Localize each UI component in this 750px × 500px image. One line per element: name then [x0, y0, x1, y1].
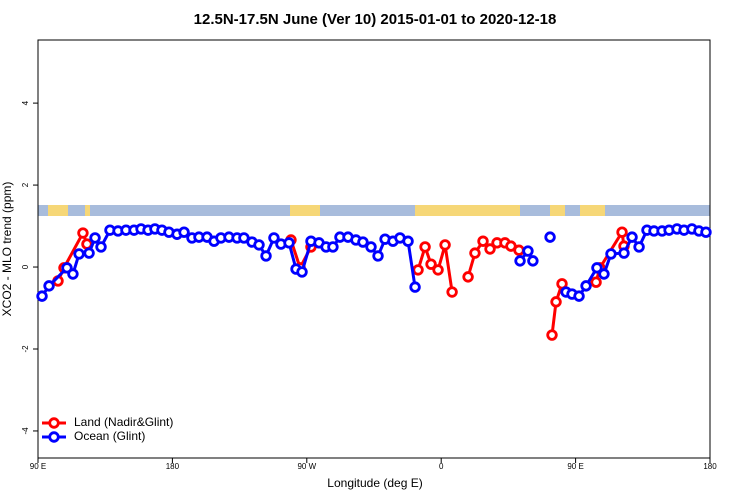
data-point	[89, 232, 101, 244]
data-point	[514, 255, 526, 267]
data-point	[618, 247, 630, 259]
y-tick-label: 0	[21, 264, 30, 269]
data-point	[372, 250, 384, 262]
x-tick-label: 180	[166, 462, 180, 471]
data-point	[513, 244, 525, 256]
plot-frame	[37, 39, 711, 459]
data-point	[590, 276, 602, 288]
data-point	[365, 241, 377, 253]
data-point	[446, 286, 458, 298]
legend-marker	[48, 417, 60, 429]
data-point	[462, 271, 474, 283]
x-tick-label: 90 E	[30, 462, 46, 471]
data-point	[477, 235, 489, 247]
data-point	[573, 290, 585, 302]
data-point	[626, 231, 638, 243]
data-point	[527, 255, 539, 267]
legend-marker	[48, 431, 60, 443]
x-tick-label: 0	[439, 462, 444, 471]
data-point	[591, 262, 603, 274]
data-point	[469, 247, 481, 259]
data-point	[580, 280, 592, 292]
data-point	[412, 264, 424, 276]
data-point	[77, 227, 89, 239]
data-point	[419, 241, 431, 253]
data-point	[633, 241, 645, 253]
data-point	[432, 264, 444, 276]
data-point	[283, 237, 295, 249]
data-point	[598, 268, 610, 280]
data-point	[95, 241, 107, 253]
data-point	[253, 239, 265, 251]
data-point	[178, 226, 190, 238]
y-tick-label: 2	[21, 182, 30, 187]
data-point	[296, 266, 308, 278]
data-point	[700, 226, 712, 238]
data-point	[327, 241, 339, 253]
y-axis-label: XCO2 - MLO trend (ppm)	[0, 182, 14, 317]
data-point	[83, 247, 95, 259]
data-point	[357, 236, 369, 248]
y-tick-label: 4	[21, 100, 30, 105]
data-point	[36, 290, 48, 302]
chart-title: 12.5N-17.5N June (Ver 10) 2015-01-01 to …	[194, 11, 557, 28]
data-point	[402, 235, 414, 247]
data-point	[546, 329, 558, 341]
data-point	[73, 248, 85, 260]
x-tick-label: 90 E	[567, 462, 583, 471]
data-point	[616, 226, 628, 238]
data-point	[522, 245, 534, 257]
data-point	[409, 281, 421, 293]
y-tick-label: -4	[21, 427, 30, 435]
data-point	[43, 280, 55, 292]
data-point	[67, 268, 79, 280]
data-point	[439, 239, 451, 251]
map-band	[38, 205, 710, 216]
data-point	[268, 232, 280, 244]
data-point	[484, 243, 496, 255]
data-point	[550, 296, 562, 308]
y-tick-label: -2	[21, 345, 30, 353]
data-point	[605, 248, 617, 260]
data-point	[260, 250, 272, 262]
x-tick-label: 90 W	[297, 462, 316, 471]
legend-label: Land (Nadir&Glint)	[74, 415, 173, 429]
x-tick-label: 180	[703, 462, 717, 471]
legend-label: Ocean (Glint)	[74, 429, 145, 443]
data-point	[425, 258, 437, 270]
x-axis-label: Longitude (deg E)	[327, 476, 422, 490]
data-point	[544, 231, 556, 243]
